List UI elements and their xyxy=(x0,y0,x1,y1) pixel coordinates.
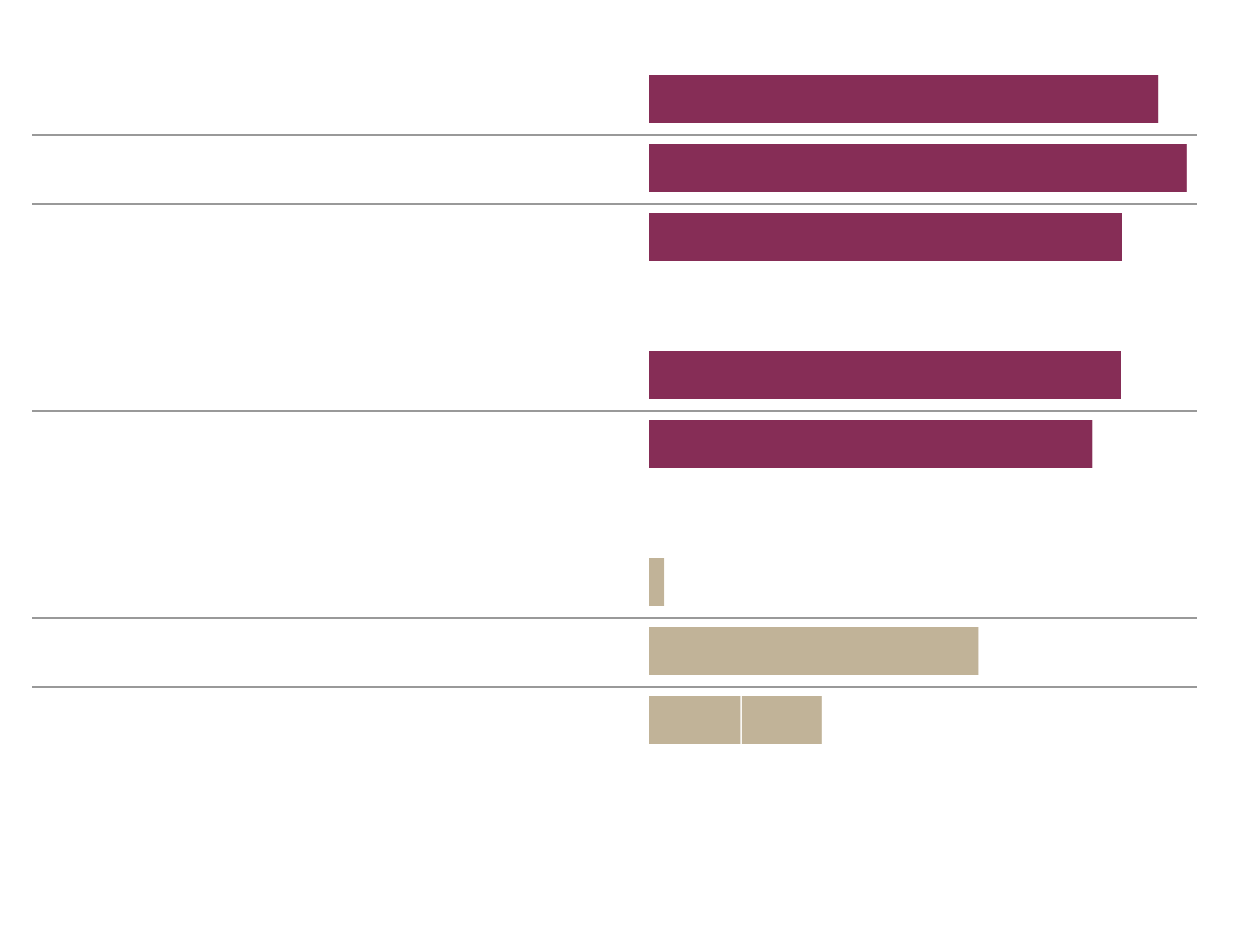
bar-g3-r1-s1 xyxy=(649,213,1122,261)
bar-g1-r1-s1 xyxy=(649,75,1159,123)
bar-g6-r1-s1 xyxy=(649,696,741,744)
bars xyxy=(649,75,1187,744)
bar-g4-r1-s1 xyxy=(649,420,1093,468)
bar-g6-r1-s2 xyxy=(741,696,822,744)
bar-g3-r3-s1 xyxy=(649,351,1121,399)
bar-g2-r1-s1 xyxy=(649,144,1187,192)
bar-g5-r1-s1 xyxy=(649,627,979,675)
bar-g4-r3-s1 xyxy=(649,558,665,606)
group-dividers xyxy=(32,134,1197,688)
